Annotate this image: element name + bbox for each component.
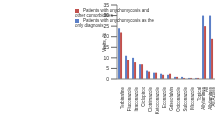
svg-text:Ciclopirox: Ciclopirox (141, 86, 146, 107)
svg-text:Sulconazole: Sulconazole (183, 87, 188, 112)
svg-text:Econazole: Econazole (162, 87, 167, 109)
svg-text:30: 30 (103, 12, 109, 18)
svg-text:Visits, %: Visits, % (101, 32, 107, 52)
svg-text:25: 25 (103, 23, 109, 29)
svg-text:10: 10 (103, 55, 109, 61)
svg-text:Terbinafine: Terbinafine (120, 87, 125, 110)
svg-text:35: 35 (103, 2, 109, 8)
svg-text:Griseofulvin: Griseofulvin (169, 87, 174, 111)
svg-text:All Azoles: All Azoles (211, 86, 212, 106)
svg-text:Clotrimazole: Clotrimazole (148, 87, 153, 113)
svg-text:0: 0 (106, 76, 109, 82)
svg-text:5: 5 (106, 65, 109, 71)
svg-text:Miconazole: Miconazole (190, 87, 195, 110)
svg-text:Oxiconazole: Oxiconazole (176, 87, 181, 112)
svg-text:Fluconazole: Fluconazole (127, 87, 132, 112)
svg-text:Itraconazole: Itraconazole (134, 87, 139, 112)
svg-text:Ketoconazole: Ketoconazole (155, 87, 160, 115)
